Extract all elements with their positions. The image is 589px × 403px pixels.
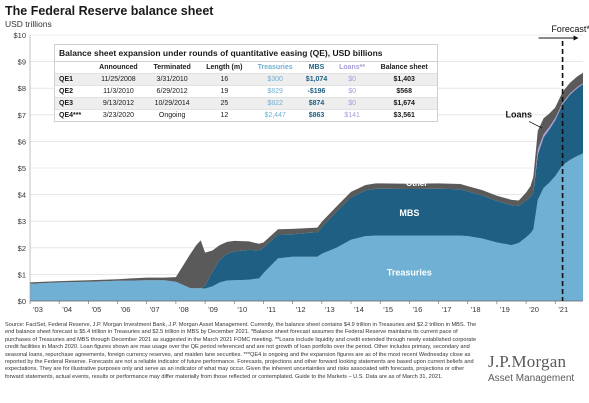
- x-tick-label: '15: [383, 305, 393, 314]
- other-label: Other: [406, 179, 427, 188]
- y-tick-label: $9: [18, 58, 26, 67]
- qe-row-length: 12: [198, 109, 251, 121]
- x-tick-label: '13: [325, 305, 335, 314]
- qe-header-blank: [55, 62, 91, 74]
- x-tick-label: '16: [412, 305, 422, 314]
- qe-row-loans: $0: [332, 85, 372, 98]
- loans-label: Loans: [506, 109, 533, 119]
- qe-header-mbs: MBS: [308, 64, 325, 71]
- forecast-label: Forecast*: [551, 24, 589, 34]
- series-area-mbs: [30, 84, 583, 289]
- qe-row-mbs: $874: [300, 97, 333, 110]
- y-tick-label: $2: [18, 244, 26, 253]
- y-tick-label: $1: [18, 270, 26, 279]
- qe-table-caption: Balance sheet expansion under rounds of …: [55, 45, 437, 62]
- mbs-label: MBS: [399, 208, 419, 218]
- qe-row-balance: $3,561: [371, 109, 437, 121]
- y-tick-label: $7: [18, 111, 26, 120]
- x-tick-label: '17: [442, 305, 452, 314]
- qe-row-balance: $568: [371, 85, 437, 98]
- qe-row-announced: 11/25/2008: [91, 73, 146, 86]
- page-subtitle: USD trillions: [5, 19, 52, 29]
- table-row: QE4*** 3/23/2020 Ongoing 12 $2,447 $863 …: [55, 109, 437, 121]
- qe-header-length: Length (m): [206, 64, 243, 71]
- balance-sheet-chart: $0 $1 $2 $3 $4 $5 $6 $7 $8 $9 $10 '03 '04 '05 '06 '07 '0…: [13, 24, 589, 314]
- qe-row-treasuries: $300: [250, 73, 301, 86]
- x-tick-label: '19: [500, 305, 510, 314]
- qe-row-announced: 11/3/2010: [91, 85, 146, 98]
- y-tick-label: $4: [18, 191, 26, 200]
- qe-header-loans: Loans**: [339, 64, 366, 71]
- footnote: Source: FactSet, Federal Reserve, J.P. M…: [5, 322, 477, 380]
- qe-row-terminated: 3/31/2010: [145, 73, 199, 86]
- brand-tagline: Asset Management: [488, 373, 575, 384]
- qe-row-loans: $141: [332, 109, 372, 121]
- qe-row-treasuries: $2,447: [250, 109, 301, 121]
- x-tick-label: '14: [354, 305, 364, 314]
- qe-row-length: 16: [198, 73, 251, 86]
- forecast-arrow-head: [573, 35, 579, 41]
- qe-row-label: QE3: [55, 97, 92, 110]
- x-tick-label: '21: [558, 305, 568, 314]
- series-area-treasuries: [30, 153, 583, 301]
- y-tick-label: $8: [18, 84, 26, 93]
- x-tick-label: '04: [62, 305, 72, 314]
- page-title: The Federal Reserve balance sheet: [5, 4, 214, 18]
- qe-table-header-row: Announced Terminated Length (m) Treasuri…: [55, 62, 437, 74]
- y-tick-label: $3: [18, 217, 26, 226]
- x-tick-label: '11: [267, 305, 276, 314]
- brand-logo: J.P.Morgan Asset Management: [488, 352, 586, 384]
- qe-header-balance-sheet: Balance sheet: [380, 64, 428, 71]
- table-row: QE1 11/25/2008 3/31/2010 16 $300 $1,074 …: [55, 73, 437, 86]
- qe-row-treasuries: $829: [250, 85, 301, 98]
- qe-header-terminated: Terminated: [153, 64, 191, 71]
- treasuries-label: Treasuries: [387, 268, 432, 278]
- x-tick-label: '05: [91, 305, 101, 314]
- qe-row-balance: $1,403: [371, 73, 437, 86]
- qe-row-announced: 9/13/2012: [91, 97, 146, 110]
- qe-row-label: QE1: [55, 73, 92, 86]
- qe-row-balance: $1,674: [371, 97, 437, 110]
- qe-row-length: 25: [198, 97, 251, 110]
- x-tick-label: '20: [529, 305, 539, 314]
- x-tick-label: '08: [179, 305, 189, 314]
- qe-row-mbs: -$196: [300, 85, 333, 98]
- x-tick-label: '18: [471, 305, 481, 314]
- x-tick-label: '03: [33, 305, 43, 314]
- x-tick-label: '10: [237, 305, 247, 314]
- x-tick-label: '12: [296, 305, 306, 314]
- loans-pointer: [528, 121, 543, 129]
- y-tick-label: $10: [13, 31, 26, 40]
- qe-row-mbs: $863: [300, 109, 333, 121]
- qe-row-terminated: Ongoing: [145, 109, 199, 121]
- qe-row-terminated: 10/29/2014: [145, 97, 199, 110]
- y-tick-label: $5: [18, 164, 26, 173]
- qe-row-loans: $0: [332, 97, 372, 110]
- x-tick-label: '06: [121, 305, 131, 314]
- qe-row-label: QE2: [55, 85, 92, 98]
- brand-name: J.P.Morgan: [488, 352, 567, 371]
- qe-row-treasuries: $822: [250, 97, 301, 110]
- qe-table-grid: Announced Terminated Length (m) Treasuri…: [55, 62, 437, 121]
- x-tick-label: '07: [150, 305, 160, 314]
- qe-row-length: 19: [198, 85, 251, 98]
- qe-header-announced: Announced: [99, 64, 138, 71]
- qe-row-mbs: $1,074: [300, 73, 333, 86]
- qe-table: Balance sheet expansion under rounds of …: [54, 44, 438, 122]
- x-tick-label: '09: [208, 305, 218, 314]
- table-row: QE2 11/3/2010 6/29/2012 19 $829 -$196 $0…: [55, 85, 437, 98]
- qe-row-terminated: 6/29/2012: [145, 85, 199, 98]
- qe-row-loans: $0: [332, 73, 372, 86]
- y-tick-label: $0: [18, 297, 26, 306]
- table-row: QE3 9/13/2012 10/29/2014 25 $822 $874 $0…: [55, 97, 437, 110]
- qe-row-label: QE4***: [55, 109, 92, 121]
- qe-header-treasuries: Treasuries: [257, 64, 293, 71]
- y-tick-label: $6: [18, 137, 26, 146]
- qe-row-announced: 3/23/2020: [91, 109, 146, 121]
